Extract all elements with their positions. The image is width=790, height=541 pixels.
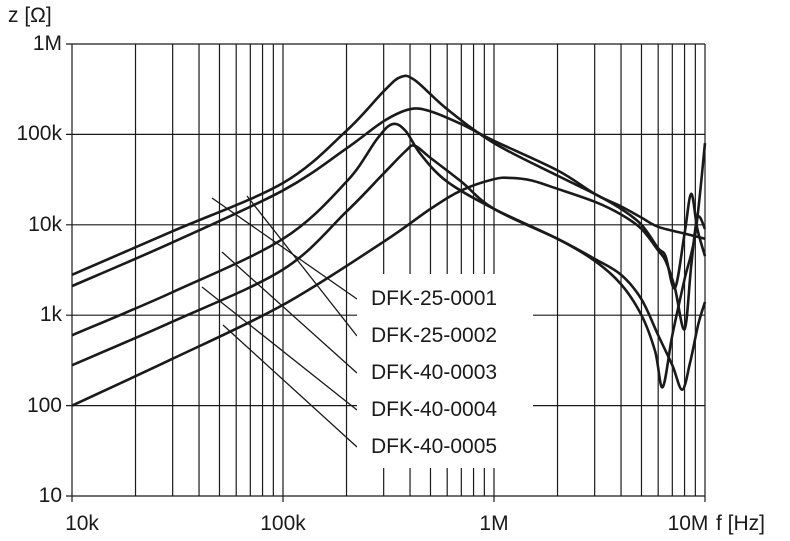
legend-item-dfk-25-0002: DFK-25-0002 [371,324,498,347]
curve-dfk-40-0004 [71,144,707,391]
impedance-curves [71,74,707,407]
legend-item-dfk-40-0003: DFK-40-0003 [371,361,498,384]
leader-line [221,251,358,374]
curve-dfk-25-0002 [71,107,706,288]
leader-line [246,195,358,337]
y-tick-10: 10 [38,484,62,507]
legend-item-dfk-25-0001: DFK-25-0001 [371,287,498,310]
y-tick-10k: 10k [28,213,62,236]
curve-dfk-25-0001 [71,74,707,290]
x-tick-100k: 100k [260,512,306,535]
y-tick-1M: 1M [32,32,62,55]
x-tick-10k: 10k [65,512,99,535]
y-tick-100: 100 [26,394,62,417]
leader-line [211,197,358,300]
y-tick-1k: 1k [39,303,62,326]
x-tick-10M: 10M [667,512,709,535]
legend-leader-lines [201,195,358,448]
y-tick-100k: 100k [16,122,62,145]
legend-item-dfk-40-0005: DFK-40-0005 [371,435,498,458]
leader-line [222,324,358,448]
curve-dfk-40-0005 [71,176,707,407]
legend: DFK-25-0001 DFK-25-0002 DFK-40-0003 DFK-… [357,274,533,468]
x-tick-1M: 1M [479,512,509,535]
leader-line [201,286,358,411]
x-axis-label: f [Hz] [716,512,766,535]
legend-item-dfk-40-0004: DFK-40-0004 [371,398,498,421]
y-axis-label: z [Ω] [8,4,52,27]
